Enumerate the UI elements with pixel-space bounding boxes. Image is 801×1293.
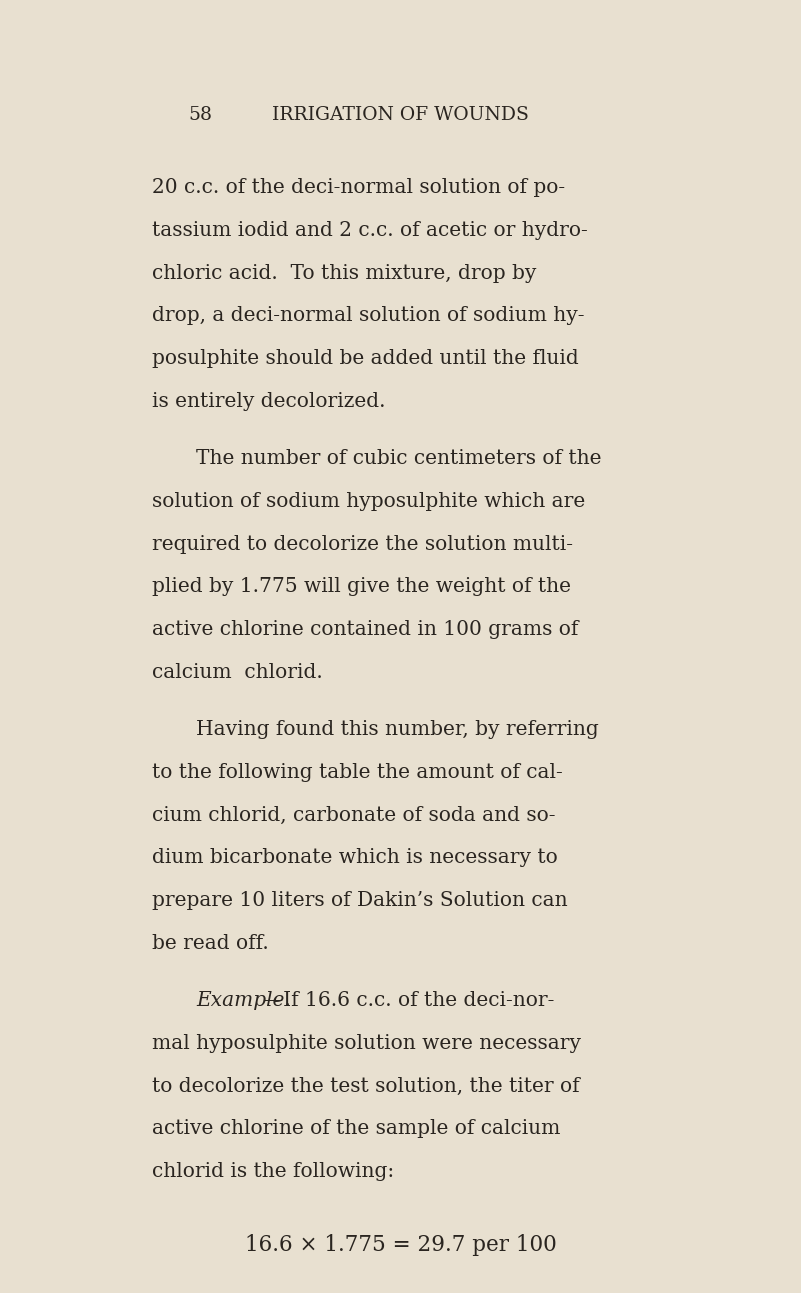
Text: to the following table the amount of cal-: to the following table the amount of cal… bbox=[152, 763, 563, 782]
Text: active chlorine of the sample of calcium: active chlorine of the sample of calcium bbox=[152, 1120, 561, 1138]
Text: chlorid is the following:: chlorid is the following: bbox=[152, 1162, 394, 1181]
Text: plied by 1.775 will give the weight of the: plied by 1.775 will give the weight of t… bbox=[152, 578, 571, 596]
Text: drop, a deci-normal solution of sodium hy-: drop, a deci-normal solution of sodium h… bbox=[152, 306, 585, 326]
Text: 16.6 × 1.775 = 29.7 per 100: 16.6 × 1.775 = 29.7 per 100 bbox=[244, 1235, 557, 1257]
Text: Example.: Example. bbox=[196, 992, 291, 1010]
Text: solution of sodium hyposulphite which are: solution of sodium hyposulphite which ar… bbox=[152, 493, 586, 511]
Text: be read off.: be read off. bbox=[152, 934, 269, 953]
Text: active chlorine contained in 100 grams of: active chlorine contained in 100 grams o… bbox=[152, 621, 578, 639]
Text: The number of cubic centimeters of the: The number of cubic centimeters of the bbox=[196, 450, 602, 468]
Text: tassium iodid and 2 c.c. of acetic or hydro-: tassium iodid and 2 c.c. of acetic or hy… bbox=[152, 221, 588, 240]
Text: calcium  chlorid.: calcium chlorid. bbox=[152, 663, 323, 681]
Text: dium bicarbonate which is necessary to: dium bicarbonate which is necessary to bbox=[152, 848, 558, 868]
Text: 20 c.c. of the deci-normal solution of po-: 20 c.c. of the deci-normal solution of p… bbox=[152, 178, 566, 198]
Text: posulphite should be added until the fluid: posulphite should be added until the flu… bbox=[152, 349, 579, 369]
Text: Having found this number, by referring: Having found this number, by referring bbox=[196, 720, 599, 740]
Text: required to decolorize the solution multi-: required to decolorize the solution mult… bbox=[152, 535, 574, 553]
Text: IRRIGATION OF WOUNDS: IRRIGATION OF WOUNDS bbox=[272, 106, 529, 124]
Text: is entirely decolorized.: is entirely decolorized. bbox=[152, 392, 386, 411]
Text: —If 16.6 c.c. of the deci-nor-: —If 16.6 c.c. of the deci-nor- bbox=[263, 992, 554, 1010]
Text: prepare 10 liters of Dakin’s Solution can: prepare 10 liters of Dakin’s Solution ca… bbox=[152, 891, 568, 910]
Text: mal hyposulphite solution were necessary: mal hyposulphite solution were necessary bbox=[152, 1034, 582, 1053]
Text: 58: 58 bbox=[188, 106, 212, 124]
Text: chloric acid.  To this mixture, drop by: chloric acid. To this mixture, drop by bbox=[152, 264, 537, 283]
Text: to decolorize the test solution, the titer of: to decolorize the test solution, the tit… bbox=[152, 1077, 580, 1095]
Text: cium chlorid, carbonate of soda and so-: cium chlorid, carbonate of soda and so- bbox=[152, 806, 556, 825]
